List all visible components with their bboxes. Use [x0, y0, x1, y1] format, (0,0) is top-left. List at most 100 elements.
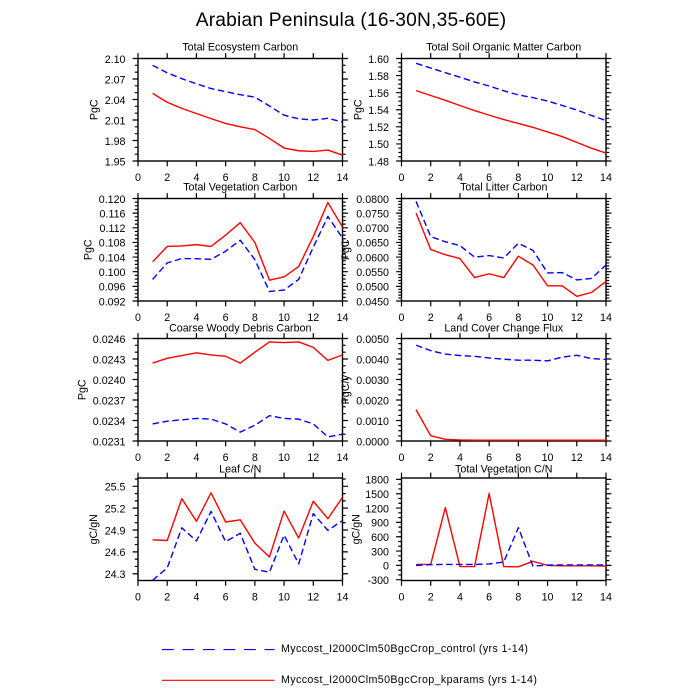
- svg-text:0.0800: 0.0800: [356, 194, 389, 206]
- svg-text:0.0243: 0.0243: [93, 354, 126, 366]
- svg-text:Myccost_I2000Clm50BgcCrop_cont: Myccost_I2000Clm50BgcCrop_control (yrs 1…: [281, 643, 528, 655]
- svg-text:2: 2: [164, 312, 170, 324]
- svg-text:4: 4: [193, 312, 199, 324]
- svg-text:0: 0: [383, 561, 389, 573]
- svg-text:Land Cover Change Flux: Land Cover Change Flux: [444, 323, 563, 335]
- svg-text:0.0246: 0.0246: [93, 334, 126, 346]
- svg-text:gC/gN: gC/gN: [88, 514, 100, 544]
- svg-text:0.0500: 0.0500: [356, 282, 389, 294]
- svg-text:0.0010: 0.0010: [356, 416, 389, 428]
- svg-text:0.108: 0.108: [99, 238, 126, 250]
- svg-text:PgC/y: PgC/y: [340, 375, 352, 405]
- svg-text:0.0650: 0.0650: [356, 238, 389, 250]
- svg-text:8: 8: [252, 592, 258, 604]
- svg-text:Myccost_I2000Clm50BgcCrop_kpar: Myccost_I2000Clm50BgcCrop_kparams (yrs 1…: [281, 674, 537, 686]
- svg-text:2: 2: [428, 452, 434, 464]
- svg-text:PgC: PgC: [82, 239, 94, 260]
- svg-text:0: 0: [399, 452, 405, 464]
- svg-text:1500: 1500: [365, 489, 389, 501]
- svg-text:0.0240: 0.0240: [93, 375, 126, 387]
- svg-text:1.50: 1.50: [368, 139, 389, 151]
- svg-text:0.0231: 0.0231: [93, 436, 126, 448]
- svg-text:0: 0: [135, 312, 141, 324]
- svg-text:0.0050: 0.0050: [356, 334, 389, 346]
- svg-text:12: 12: [307, 172, 319, 184]
- svg-text:-300: -300: [368, 575, 389, 587]
- svg-text:PgC: PgC: [77, 379, 89, 400]
- svg-text:1.58: 1.58: [368, 71, 389, 83]
- svg-text:0.0700: 0.0700: [356, 223, 389, 235]
- svg-text:14: 14: [337, 452, 349, 464]
- svg-text:14: 14: [337, 592, 349, 604]
- svg-text:8: 8: [515, 452, 521, 464]
- svg-text:1.98: 1.98: [105, 136, 126, 148]
- svg-text:Leaf C/N: Leaf C/N: [219, 463, 261, 475]
- svg-text:0: 0: [399, 592, 405, 604]
- svg-text:1.52: 1.52: [368, 122, 389, 134]
- svg-text:4: 4: [193, 172, 199, 184]
- svg-text:2.04: 2.04: [105, 95, 126, 107]
- svg-text:12: 12: [571, 172, 583, 184]
- svg-text:0.0030: 0.0030: [356, 375, 389, 387]
- svg-text:4: 4: [457, 592, 463, 604]
- svg-text:6: 6: [486, 592, 492, 604]
- svg-text:12: 12: [307, 592, 319, 604]
- svg-text:0.0600: 0.0600: [356, 252, 389, 264]
- svg-text:1.54: 1.54: [368, 105, 389, 117]
- svg-text:Total Vegetation C/N: Total Vegetation C/N: [455, 463, 552, 475]
- svg-text:6: 6: [223, 172, 229, 184]
- svg-text:10: 10: [278, 452, 290, 464]
- svg-text:1.95: 1.95: [105, 156, 126, 168]
- svg-text:Arabian Peninsula (16-30N,35-6: Arabian Peninsula (16-30N,35-60E): [196, 10, 507, 31]
- svg-text:10: 10: [542, 172, 554, 184]
- svg-text:2: 2: [428, 312, 434, 324]
- svg-text:0.0040: 0.0040: [356, 354, 389, 366]
- svg-text:24.3: 24.3: [105, 569, 126, 581]
- svg-text:12: 12: [571, 592, 583, 604]
- svg-text:Total Soil Organic Matter Carb: Total Soil Organic Matter Carbon: [426, 41, 581, 53]
- svg-text:12: 12: [571, 452, 583, 464]
- svg-text:1800: 1800: [365, 475, 389, 487]
- svg-text:0.0234: 0.0234: [93, 416, 126, 428]
- svg-text:14: 14: [337, 172, 349, 184]
- svg-text:10: 10: [278, 312, 290, 324]
- svg-text:Coarse Woody Debris Carbon: Coarse Woody Debris Carbon: [169, 323, 311, 335]
- svg-text:4: 4: [193, 592, 199, 604]
- svg-text:6: 6: [486, 452, 492, 464]
- svg-text:900: 900: [371, 518, 389, 530]
- svg-text:1.56: 1.56: [368, 88, 389, 100]
- svg-text:0: 0: [135, 452, 141, 464]
- svg-text:10: 10: [542, 592, 554, 604]
- svg-text:1.60: 1.60: [368, 54, 389, 66]
- svg-text:gC/gN: gC/gN: [351, 514, 363, 544]
- svg-text:8: 8: [252, 452, 258, 464]
- svg-text:0.116: 0.116: [100, 208, 126, 220]
- svg-text:25.5: 25.5: [105, 482, 126, 494]
- svg-text:PgC: PgC: [352, 99, 364, 120]
- svg-text:0.096: 0.096: [99, 282, 126, 294]
- svg-text:8: 8: [515, 172, 521, 184]
- svg-text:0.0000: 0.0000: [356, 436, 389, 448]
- svg-text:24.6: 24.6: [105, 547, 126, 559]
- svg-text:2: 2: [428, 172, 434, 184]
- svg-text:Total Ecosystem Carbon: Total Ecosystem Carbon: [182, 41, 298, 53]
- svg-text:2: 2: [428, 592, 434, 604]
- svg-text:0: 0: [135, 592, 141, 604]
- svg-text:8: 8: [515, 312, 521, 324]
- svg-text:12: 12: [307, 452, 319, 464]
- svg-text:4: 4: [457, 172, 463, 184]
- svg-text:2.10: 2.10: [105, 54, 126, 66]
- svg-text:10: 10: [278, 592, 290, 604]
- svg-text:0.0750: 0.0750: [356, 208, 389, 220]
- svg-text:14: 14: [337, 312, 349, 324]
- svg-text:0.120: 0.120: [99, 194, 126, 206]
- svg-text:2.07: 2.07: [105, 74, 126, 86]
- svg-text:12: 12: [571, 312, 583, 324]
- svg-text:0.0237: 0.0237: [93, 395, 126, 407]
- svg-text:2: 2: [164, 452, 170, 464]
- svg-text:300: 300: [371, 546, 389, 558]
- svg-text:Total Litter Carbon: Total Litter Carbon: [460, 182, 547, 194]
- svg-text:6: 6: [223, 312, 229, 324]
- svg-text:0: 0: [399, 312, 405, 324]
- svg-text:600: 600: [371, 532, 389, 544]
